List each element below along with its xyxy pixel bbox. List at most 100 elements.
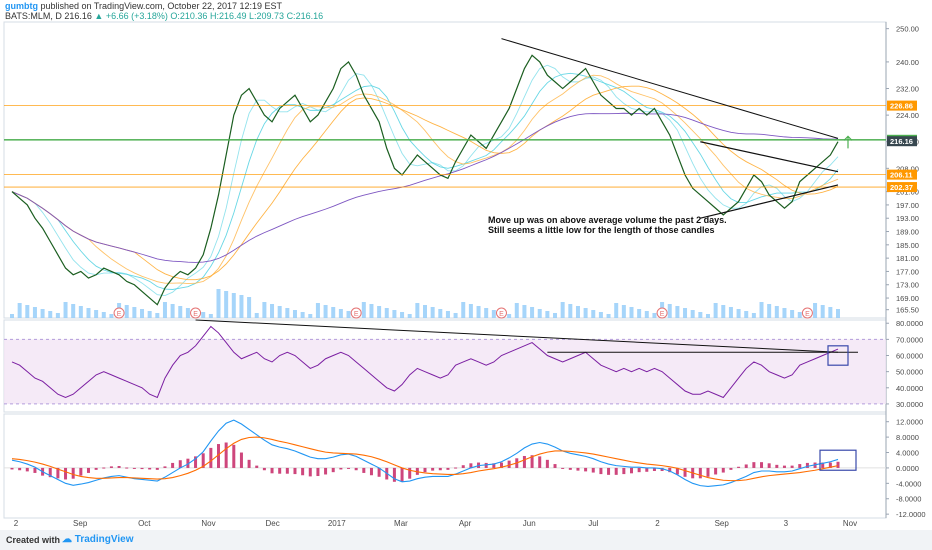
macd-histogram-bar bbox=[568, 467, 572, 470]
chart-canvas[interactable]: 250.00240.00232.00224.00216.00208.00201.… bbox=[0, 0, 932, 530]
earnings-marker bbox=[801, 307, 813, 319]
macd-histogram-bar bbox=[538, 456, 542, 468]
price-tick-label: 165.50 bbox=[896, 306, 919, 315]
volume-bar bbox=[377, 306, 382, 318]
macd-histogram-bar bbox=[94, 467, 98, 470]
rsi-band bbox=[4, 339, 886, 404]
macd-histogram-bar bbox=[285, 467, 289, 474]
volume-bar bbox=[208, 314, 213, 318]
volume-bar bbox=[797, 312, 802, 318]
price-tick-label: 169.00 bbox=[896, 294, 919, 303]
macd-histogram-bar bbox=[828, 462, 832, 468]
macd-histogram-bar bbox=[630, 467, 633, 474]
volume-bar bbox=[744, 311, 749, 318]
volume-bar bbox=[445, 311, 450, 318]
macd-histogram-bar bbox=[836, 461, 840, 468]
macd-histogram-bar bbox=[18, 467, 22, 471]
macd-histogram-bar bbox=[454, 467, 458, 469]
symbol-name: BATS:MLM, D bbox=[5, 11, 62, 21]
rsi-tick-label: 30.0000 bbox=[896, 400, 923, 409]
macd-histogram-bar bbox=[301, 467, 305, 476]
x-tick-label: 2 bbox=[14, 519, 19, 528]
macd-line bbox=[11, 419, 839, 487]
volume-bar bbox=[415, 303, 420, 318]
tradingview-logo-icon[interactable]: ☁ TradingView bbox=[62, 534, 134, 545]
earnings-marker-label: E bbox=[805, 311, 810, 318]
macd-histogram-bar bbox=[760, 462, 764, 468]
long-moving-average-line bbox=[11, 112, 839, 263]
rsi-trendline bbox=[195, 319, 839, 353]
volume-bar bbox=[400, 312, 405, 318]
macd-histogram-bar bbox=[140, 467, 144, 470]
earnings-marker-label: E bbox=[660, 311, 665, 318]
macd-histogram-bar bbox=[64, 467, 68, 480]
publish-line: gumbtg published on TradingView.com, Oct… bbox=[5, 1, 282, 11]
volume-bar bbox=[690, 310, 695, 318]
macd-histogram-bar bbox=[33, 467, 37, 473]
volume-bar bbox=[583, 308, 588, 318]
volume-bar bbox=[644, 311, 649, 318]
macd-histogram-bar bbox=[400, 467, 404, 482]
macd-histogram-bar bbox=[86, 467, 90, 473]
macd-histogram-bar bbox=[706, 467, 710, 477]
price-label-text: 202.37 bbox=[890, 183, 913, 192]
volume-bar bbox=[637, 309, 642, 318]
volume-bar bbox=[247, 297, 252, 318]
macd-histogram-bar bbox=[270, 467, 274, 474]
macd-histogram-bar bbox=[232, 444, 236, 468]
macd-histogram-bar bbox=[201, 453, 205, 468]
volume-bar bbox=[453, 313, 458, 318]
volume-bar bbox=[270, 304, 275, 318]
macd-histogram-bar bbox=[431, 467, 435, 471]
price-tick-label: 185.00 bbox=[896, 241, 919, 250]
volume-bar bbox=[705, 314, 710, 318]
macd-histogram-bar bbox=[171, 462, 175, 468]
symbol-line: BATS:MLM, D 216.16 ▲ +6.66 (+3.18%) O:21… bbox=[5, 11, 323, 21]
volume-bar bbox=[71, 304, 76, 318]
macd-histogram-bar bbox=[461, 465, 465, 468]
macd-histogram-bar bbox=[668, 467, 672, 473]
volume-bar bbox=[86, 308, 91, 318]
up-arrow-icon: ▲ bbox=[94, 11, 104, 21]
volume-bar bbox=[94, 310, 99, 318]
macd-histogram-bar bbox=[125, 467, 129, 469]
volume-bar bbox=[308, 314, 313, 318]
price-line bbox=[11, 54, 839, 306]
macd-tick-label: 12.0000 bbox=[896, 418, 923, 427]
macd-histogram-bar bbox=[584, 467, 588, 472]
macd-histogram-bar bbox=[369, 467, 373, 476]
volume-bar bbox=[568, 304, 573, 318]
volume-bar bbox=[591, 310, 596, 318]
moving-average-line bbox=[11, 85, 839, 281]
price-tick-label: 193.00 bbox=[896, 214, 919, 223]
volume-bar bbox=[606, 314, 611, 318]
author-link[interactable]: gumbtg bbox=[5, 1, 38, 11]
volume-bar bbox=[468, 304, 473, 318]
price-tick-label: 240.00 bbox=[896, 58, 919, 67]
macd-histogram-bar bbox=[339, 467, 343, 470]
volume-bar bbox=[545, 311, 550, 318]
rsi-line bbox=[11, 325, 839, 399]
macd-histogram-bar bbox=[752, 462, 756, 468]
volume-bar bbox=[476, 306, 481, 318]
volume-bar bbox=[652, 313, 657, 318]
macd-histogram-bar bbox=[148, 467, 152, 470]
price-label-text: 206.11 bbox=[890, 171, 913, 180]
volume-bar bbox=[675, 306, 680, 318]
macd-histogram-bar bbox=[262, 467, 266, 471]
macd-histogram-bar bbox=[767, 463, 771, 468]
price-tick-label: 173.00 bbox=[896, 281, 919, 290]
macd-histogram-bar bbox=[423, 467, 427, 473]
x-tick-label: Jul bbox=[588, 519, 598, 528]
open-value: O:210.36 bbox=[170, 11, 208, 21]
volume-bar bbox=[239, 295, 244, 318]
macd-histogram-bar bbox=[721, 467, 725, 473]
volume-bar bbox=[361, 302, 366, 318]
volume-bar bbox=[224, 291, 229, 318]
moving-average-line bbox=[11, 74, 839, 284]
volume-bar bbox=[836, 309, 840, 318]
volume-bar bbox=[828, 307, 833, 318]
volume-bar bbox=[553, 313, 558, 318]
macd-histogram-bar bbox=[293, 467, 297, 475]
volume-bar bbox=[346, 311, 351, 318]
